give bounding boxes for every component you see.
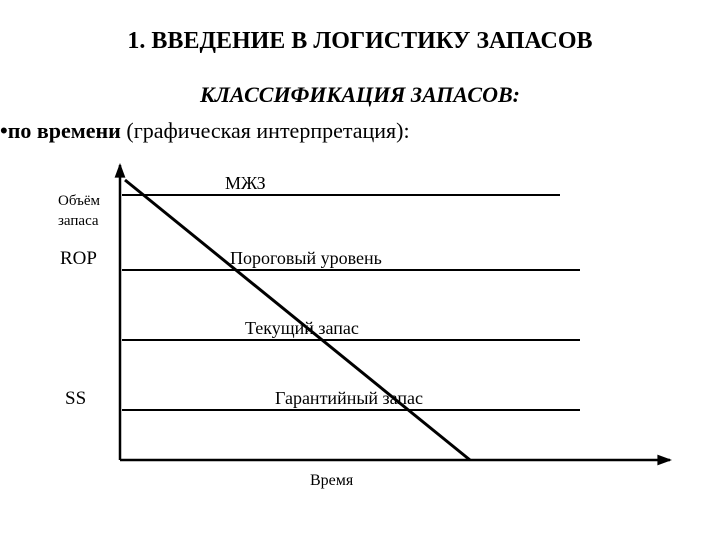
bullet-bold: по времени [8,118,121,143]
h-label-rop: Пороговый уровень [230,248,382,268]
subtitle-text: КЛАССИФИКАЦИЯ ЗАПАСОВ: [200,82,520,107]
y-axis-arrow [115,163,126,178]
bullet-line: •по времени (графическая интерпретация): [0,118,720,144]
h-lines: МЖЗПороговый уровеньROPТекущий запасГара… [60,173,580,410]
y-axis-label-line1: Объём [58,193,101,209]
title-text: 1. ВВЕДЕНИЕ В ЛОГИСТИКУ ЗАПАСОВ [127,28,592,54]
x-axis-arrow [657,455,672,466]
inventory-chart: МЖЗПороговый уровеньROPТекущий запасГара… [30,160,690,500]
page: 1. ВВЕДЕНИЕ В ЛОГИСТИКУ ЗАПАСОВ КЛАССИФИ… [0,0,720,540]
y-axis-label-line2: запаса [58,213,99,229]
bullet-rest: (графическая интерпретация): [121,118,410,143]
diagonal-line [125,180,470,460]
page-subtitle: КЛАССИФИКАЦИЯ ЗАПАСОВ: [0,82,720,108]
h-label-current: Текущий запас [245,318,359,338]
x-axis-label: Время [310,472,354,489]
left-label-safety: SS [65,388,86,409]
bullet-marker: • [0,118,8,143]
left-label-rop: ROP [60,248,97,269]
page-title: 1. ВВЕДЕНИЕ В ЛОГИСТИКУ ЗАПАСОВ [0,28,720,55]
h-label-mzhz: МЖЗ [225,173,266,193]
chart-svg: МЖЗПороговый уровеньROPТекущий запасГара… [30,160,690,500]
